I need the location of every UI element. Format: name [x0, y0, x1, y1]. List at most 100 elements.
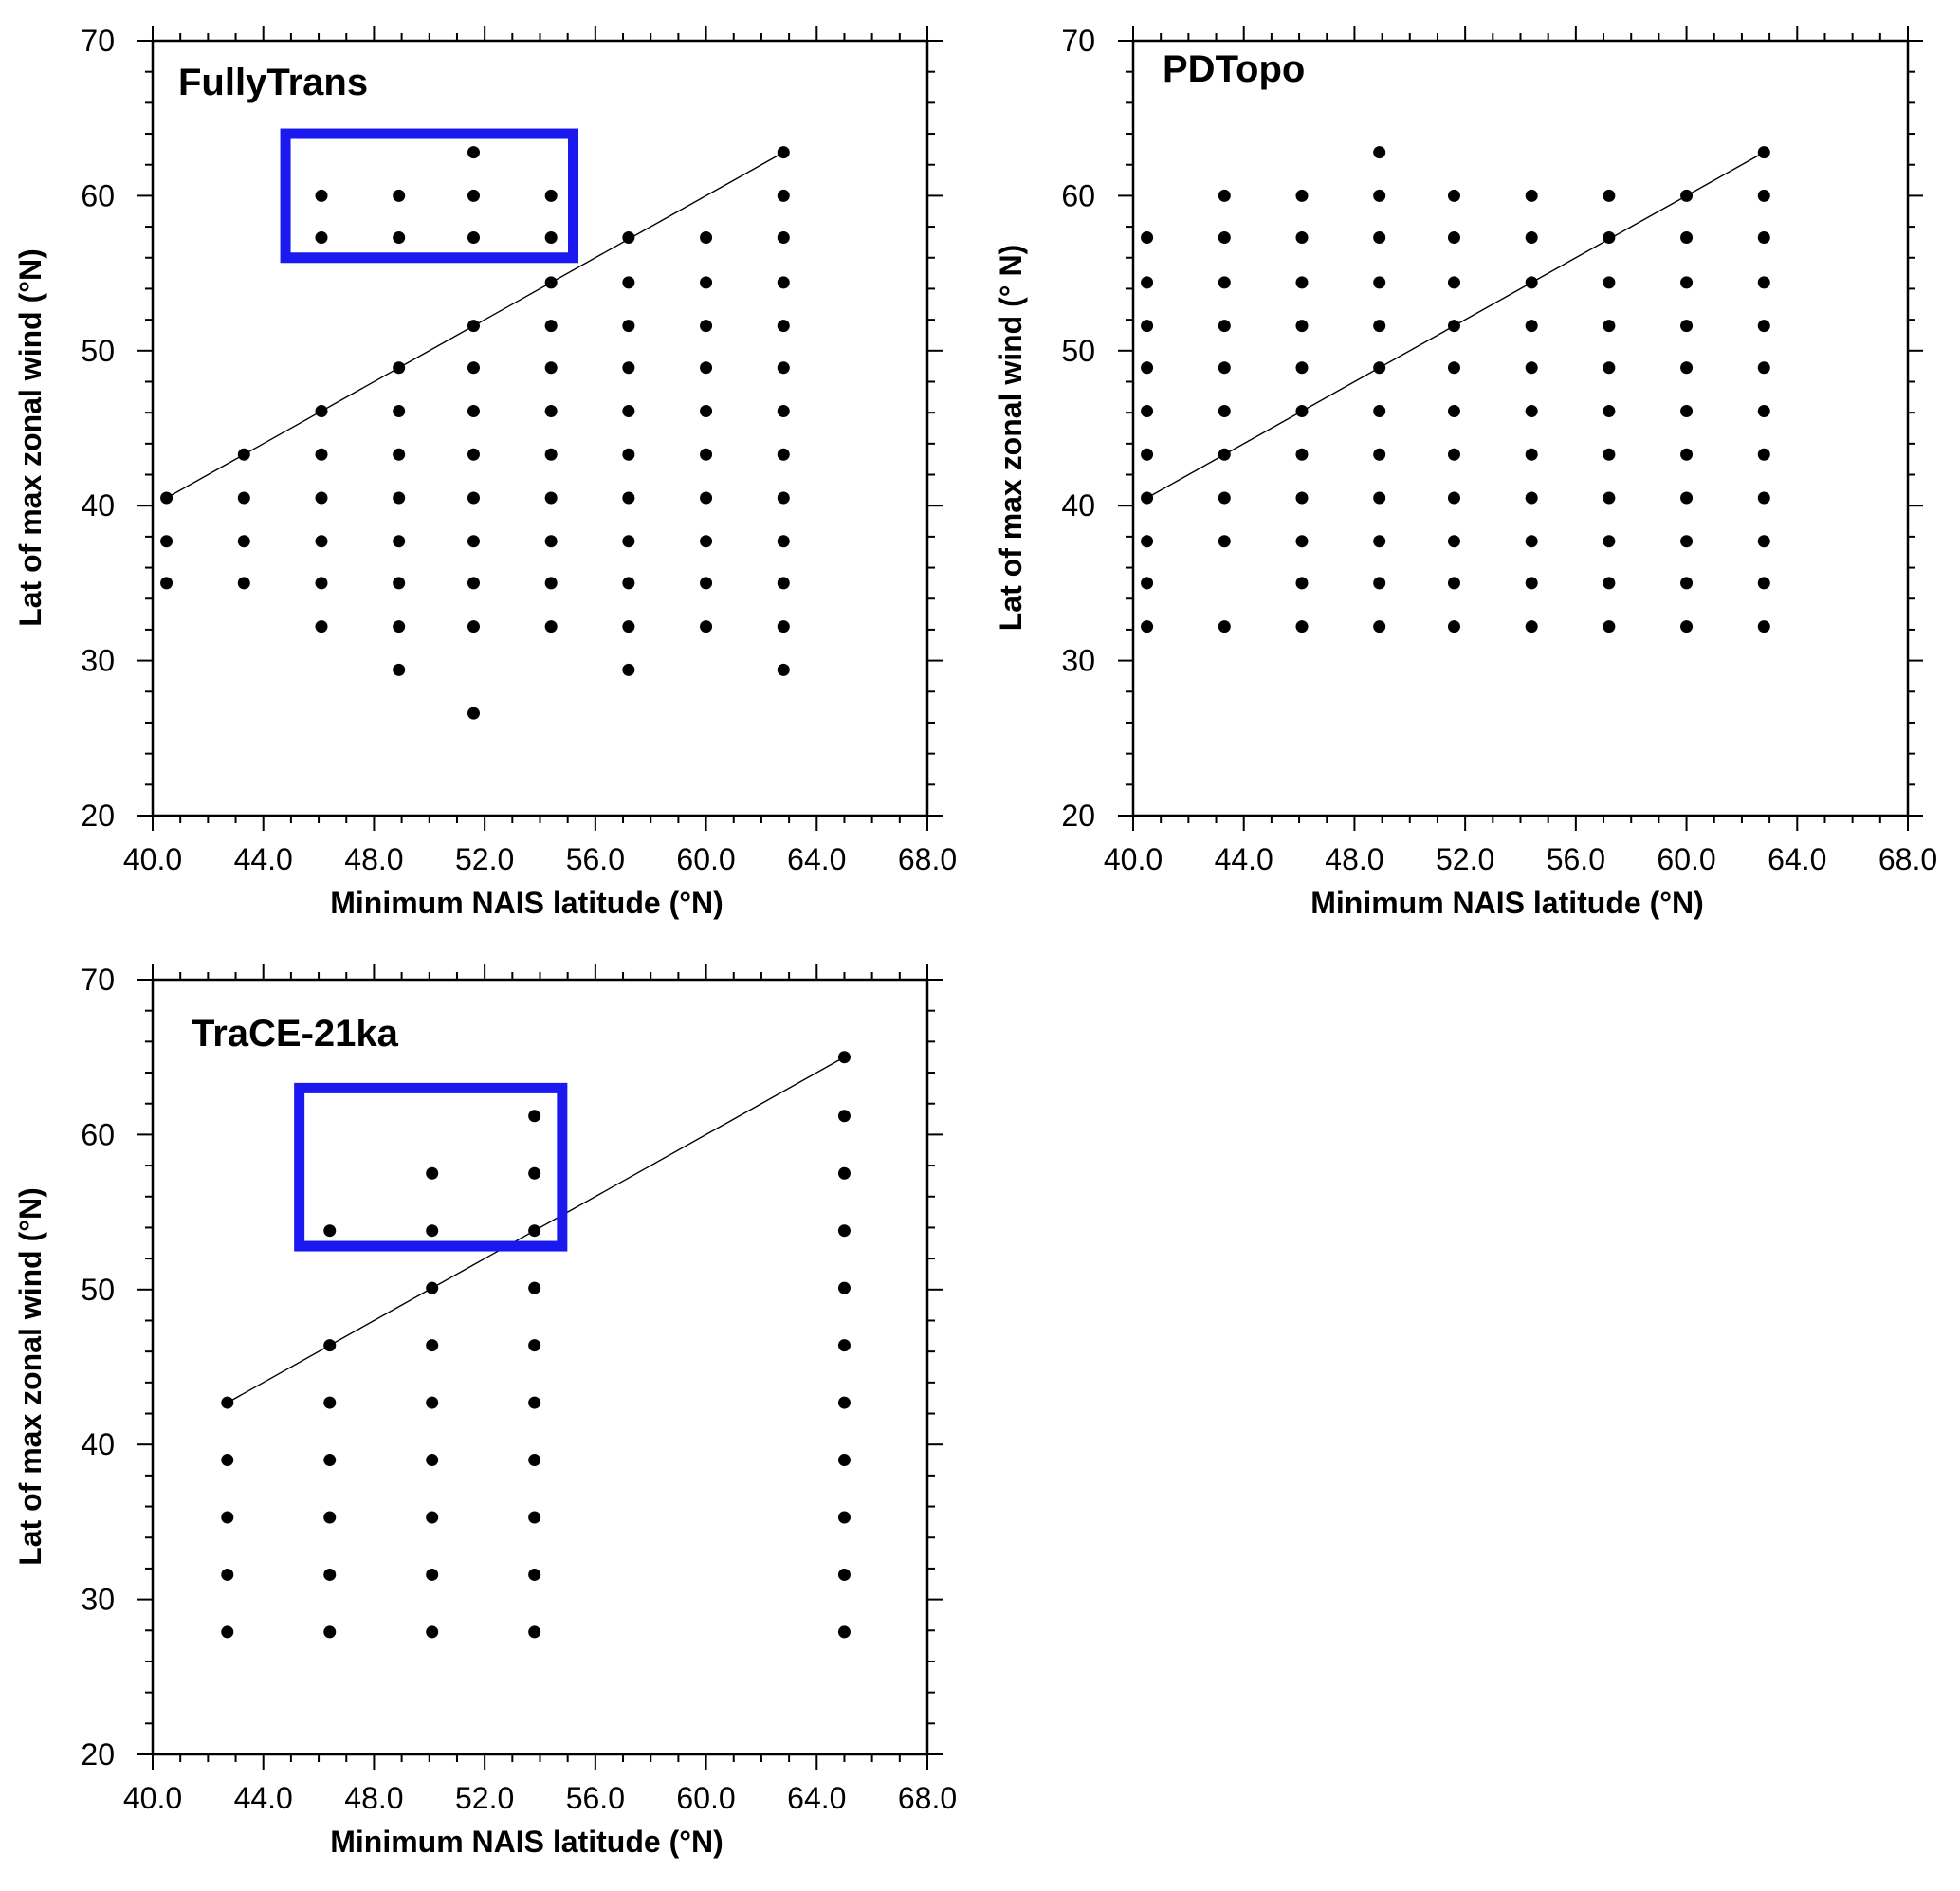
data-point — [323, 1625, 337, 1639]
data-point — [323, 1511, 337, 1524]
data-point — [1525, 577, 1538, 590]
data-point — [622, 320, 635, 333]
data-point — [528, 1511, 541, 1524]
data-point — [528, 1166, 541, 1180]
data-point — [528, 1224, 541, 1238]
data-point — [1757, 276, 1770, 289]
data-point — [221, 1511, 234, 1524]
data-point — [1603, 620, 1616, 633]
data-point — [528, 1339, 541, 1352]
data-point — [393, 231, 406, 245]
data-point — [622, 276, 635, 289]
data-point — [1141, 405, 1154, 418]
data-point — [1295, 231, 1309, 245]
data-point — [700, 620, 713, 633]
data-point — [426, 1396, 439, 1409]
data-point — [1447, 231, 1460, 245]
data-point — [393, 405, 406, 418]
panel-title: TraCE-21ka — [192, 1013, 399, 1055]
data-point — [700, 577, 713, 590]
data-point — [544, 620, 558, 633]
data-point — [1603, 320, 1616, 333]
data-point — [1373, 320, 1386, 333]
data-point — [1757, 620, 1770, 633]
y-tick-label: 50 — [1061, 334, 1095, 368]
data-point — [837, 1051, 851, 1064]
data-point — [1603, 276, 1616, 289]
data-point — [622, 663, 635, 676]
data-point — [467, 146, 480, 159]
x-tick-label: 48.0 — [344, 842, 403, 876]
data-point — [777, 189, 790, 202]
data-point — [1757, 146, 1770, 159]
data-point — [544, 491, 558, 505]
data-point — [393, 535, 406, 548]
data-point — [1680, 491, 1694, 505]
x-tick-label: 40.0 — [1104, 842, 1163, 876]
chart-panel-2: 40.0 44.0 48.0 52.0 56.0 60.0 64.0 68.0 20 30 40 50… — [994, 24, 1937, 920]
x-tick-label: 44.0 — [1215, 842, 1273, 876]
data-point — [1295, 535, 1309, 548]
data-point — [1447, 405, 1460, 418]
y-tick-label: 30 — [81, 644, 115, 678]
data-point — [622, 361, 635, 375]
data-point — [1525, 361, 1538, 375]
data-point — [1373, 231, 1386, 245]
data-point — [467, 189, 480, 202]
data-point — [1603, 231, 1616, 245]
data-point — [1141, 320, 1154, 333]
data-point — [544, 448, 558, 461]
data-point — [1373, 276, 1386, 289]
y-tick-label: 40 — [1061, 488, 1095, 523]
data-point — [1295, 405, 1309, 418]
data-point — [1295, 276, 1309, 289]
data-point — [393, 620, 406, 633]
y-tick-label: 30 — [1061, 644, 1095, 678]
data-point — [544, 231, 558, 245]
data-point — [1680, 361, 1694, 375]
x-tick-label: 52.0 — [455, 1781, 514, 1815]
data-point — [426, 1568, 439, 1581]
data-point — [467, 448, 480, 461]
data-point — [1141, 231, 1154, 245]
data-point — [393, 577, 406, 590]
data-point — [1680, 448, 1694, 461]
y-tick-label: 50 — [81, 1273, 115, 1307]
x-axis-title: Minimum NAIS latitude (°N) — [1310, 886, 1704, 920]
data-point — [777, 620, 790, 633]
data-point — [622, 405, 635, 418]
x-tick-label: 52.0 — [455, 842, 514, 876]
data-point — [315, 405, 328, 418]
x-tick-label: 40.0 — [123, 1781, 182, 1815]
data-point — [1680, 620, 1694, 633]
data-point — [622, 448, 635, 461]
data-point — [393, 491, 406, 505]
data-point — [1525, 231, 1538, 245]
data-point — [393, 361, 406, 375]
x-tick-label: 68.0 — [898, 842, 957, 876]
data-point — [700, 361, 713, 375]
data-point — [837, 1625, 851, 1639]
data-point — [1603, 535, 1616, 548]
data-point — [1525, 276, 1538, 289]
data-point — [1680, 535, 1694, 548]
x-tick-label: 56.0 — [1547, 842, 1605, 876]
x-tick-label: 64.0 — [787, 1781, 846, 1815]
x-tick-label: 64.0 — [787, 842, 846, 876]
data-point — [544, 189, 558, 202]
plot-frame — [151, 39, 929, 817]
data-point — [1218, 620, 1231, 633]
data-point — [323, 1454, 337, 1467]
y-tick-label: 20 — [81, 1737, 115, 1772]
y-tick-label: 70 — [1061, 24, 1095, 58]
data-point — [1141, 276, 1154, 289]
highlight-box — [294, 1082, 568, 1252]
data-point — [426, 1454, 439, 1467]
data-point — [426, 1166, 439, 1180]
data-point — [837, 1568, 851, 1581]
data-point — [1141, 577, 1154, 590]
data-point — [544, 361, 558, 375]
data-point — [467, 707, 480, 720]
data-point — [777, 663, 790, 676]
data-point — [1141, 620, 1154, 633]
